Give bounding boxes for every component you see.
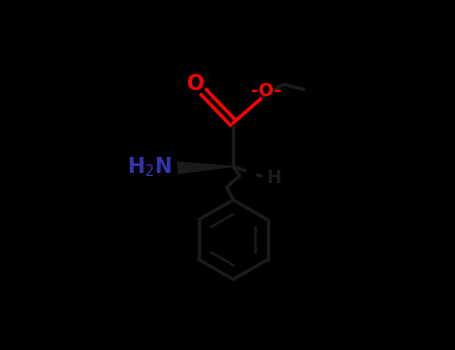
Text: O: O — [187, 74, 205, 95]
Text: H: H — [267, 169, 282, 187]
Text: H$_2$N: H$_2$N — [127, 155, 172, 179]
Polygon shape — [178, 162, 233, 173]
Text: -O-: -O- — [251, 82, 282, 100]
